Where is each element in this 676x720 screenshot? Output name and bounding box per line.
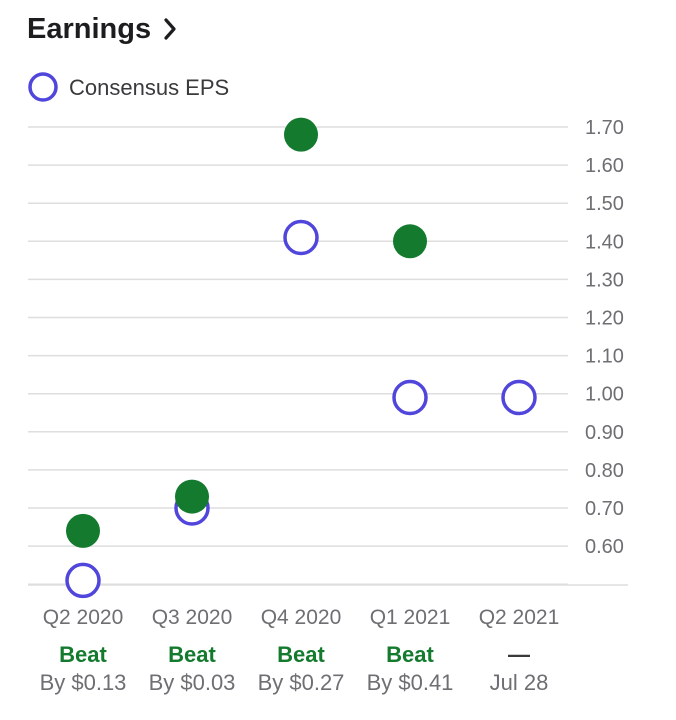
y-tick-label: 1.60 xyxy=(585,155,624,177)
data-markers xyxy=(65,117,537,599)
earnings-result-label: Beat xyxy=(59,642,107,667)
chart-title[interactable]: Earnings xyxy=(27,13,151,45)
x-tick-label: Q2 2020 xyxy=(43,606,124,629)
y-axis-ticks: 0.60 0.70 0.80 0.90 1.00 1.10 1.20 1.30 1.40 1.50… xyxy=(585,117,624,558)
y-tick-label: 0.80 xyxy=(585,460,624,482)
x-tick-label: Q2 2021 xyxy=(479,606,560,629)
gridlines xyxy=(28,126,628,586)
x-tick-label: Q1 2021 xyxy=(370,606,451,629)
x-tick-label: Q3 2020 xyxy=(152,606,233,629)
actual-eps-point[interactable] xyxy=(393,224,427,259)
earnings-result-label: Beat xyxy=(277,642,325,667)
earnings-results: Beat By $0.13 Beat By $0.03 Beat By $0.27 Beat… xyxy=(40,642,549,695)
y-tick-label: 1.00 xyxy=(585,384,624,406)
consensus-eps-point[interactable] xyxy=(65,562,101,599)
y-tick-label: 0.70 xyxy=(585,498,624,520)
legend-estimate-label: Consensus EPS xyxy=(69,75,229,100)
x-tick-label: Q4 2020 xyxy=(261,606,342,629)
earnings-result-detail: Jul 28 xyxy=(490,670,549,695)
earnings-result-detail: By $0.13 xyxy=(40,670,127,695)
actual-eps-point[interactable] xyxy=(66,513,100,548)
earnings-result-label: Beat xyxy=(168,642,216,667)
actual-eps-point[interactable] xyxy=(175,479,209,514)
legend: Consensus EPS xyxy=(28,72,229,102)
earnings-result-label: — xyxy=(508,642,530,667)
y-tick-label: 0.90 xyxy=(585,422,624,444)
earnings-result-detail: By $0.41 xyxy=(367,670,454,695)
y-tick-label: 1.30 xyxy=(585,269,624,291)
y-tick-label: 1.40 xyxy=(585,231,624,253)
legend-estimate-marker xyxy=(28,72,58,102)
consensus-eps-point[interactable] xyxy=(392,379,428,416)
chevron-right-icon[interactable] xyxy=(164,18,176,40)
earnings-result-detail: By $0.27 xyxy=(258,670,345,695)
earnings-result-label: Beat xyxy=(386,642,434,667)
x-axis-ticks: Q2 2020 Q3 2020 Q4 2020 Q1 2021 Q2 2021 xyxy=(43,606,560,629)
y-tick-label: 1.10 xyxy=(585,346,624,368)
earnings-header[interactable]: Earnings xyxy=(27,13,176,45)
y-tick-label: 1.70 xyxy=(585,117,624,139)
consensus-eps-point[interactable] xyxy=(501,379,537,416)
actual-eps-point[interactable] xyxy=(284,117,318,152)
earnings-result-detail: By $0.03 xyxy=(149,670,236,695)
y-tick-label: 1.20 xyxy=(585,308,624,330)
y-tick-label: 0.60 xyxy=(585,536,624,558)
consensus-eps-point[interactable] xyxy=(283,219,319,256)
y-tick-label: 1.50 xyxy=(585,193,624,215)
